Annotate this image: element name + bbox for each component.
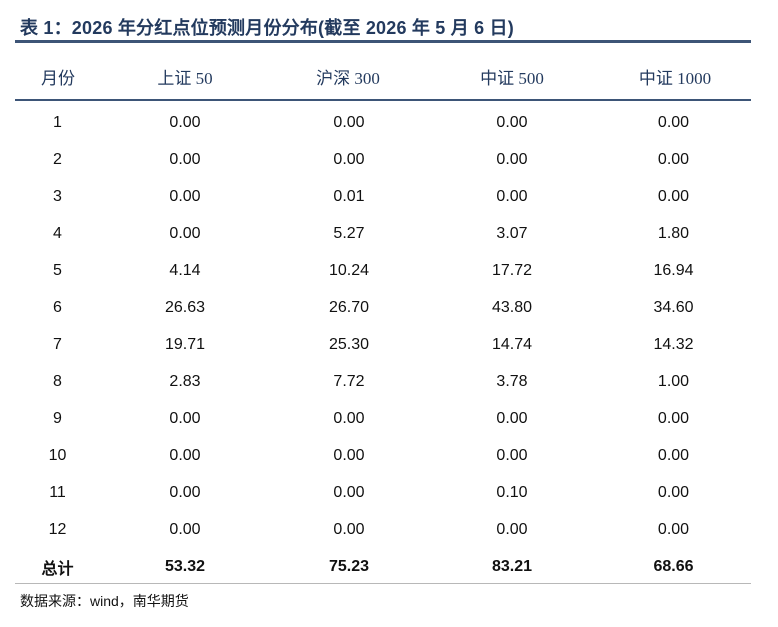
cell-csi1000: 0.00 bbox=[657, 483, 690, 501]
cell-csi500: 0.00 bbox=[496, 113, 528, 131]
bottom-rule bbox=[15, 583, 751, 584]
table-row: 4 0.00 5.27 3.07 1.80 bbox=[15, 215, 751, 252]
cell-csi300: 0.00 bbox=[333, 150, 365, 168]
cell-csi1000: 0.00 bbox=[657, 409, 690, 427]
cell-month: 6 bbox=[53, 298, 62, 316]
cell-csi300: 7.72 bbox=[333, 372, 365, 390]
cell-sse50: 4.14 bbox=[169, 261, 201, 279]
cell-month: 9 bbox=[53, 409, 62, 427]
total-month: 总计 bbox=[41, 560, 74, 578]
table-title: 表 1：2026 年分红点位预测月份分布(截至 2026 年 5 月 6 日) bbox=[20, 18, 514, 38]
table-row: 9 0.00 0.00 0.00 0.00 bbox=[15, 400, 751, 437]
total-csi500: 83.21 bbox=[491, 557, 533, 575]
cell-sse50: 0.00 bbox=[169, 187, 201, 205]
table-row: 2 0.00 0.00 0.00 0.00 bbox=[15, 141, 751, 178]
cell-csi500: 0.00 bbox=[496, 150, 528, 168]
header-rule bbox=[15, 99, 751, 101]
cell-month: 12 bbox=[48, 520, 67, 538]
cell-month: 1 bbox=[53, 113, 62, 131]
header-csi500: 中证 500 bbox=[480, 69, 544, 88]
cell-month: 3 bbox=[53, 187, 62, 205]
cell-sse50: 0.00 bbox=[169, 224, 201, 242]
cell-csi300: 0.00 bbox=[333, 446, 365, 464]
cell-csi1000: 1.80 bbox=[657, 224, 690, 242]
cell-csi300: 0.00 bbox=[333, 409, 365, 427]
cell-month: 4 bbox=[53, 224, 62, 242]
cell-sse50: 0.00 bbox=[169, 113, 201, 131]
top-rule bbox=[15, 40, 751, 43]
total-csi300: 75.23 bbox=[328, 557, 370, 575]
header-csi300: 沪深 300 bbox=[316, 69, 380, 88]
cell-sse50: 0.00 bbox=[169, 150, 201, 168]
cell-sse50: 0.00 bbox=[169, 409, 201, 427]
cell-csi500: 43.80 bbox=[491, 298, 533, 316]
table-row: 6 26.63 26.70 43.80 34.60 bbox=[15, 289, 751, 326]
cell-csi1000: 0.00 bbox=[657, 150, 690, 168]
cell-csi300: 26.70 bbox=[328, 298, 370, 316]
table-row: 3 0.00 0.01 0.00 0.00 bbox=[15, 178, 751, 215]
cell-month: 5 bbox=[53, 261, 62, 279]
cell-csi500: 0.10 bbox=[496, 483, 528, 501]
cell-sse50: 26.63 bbox=[164, 298, 206, 316]
cell-csi1000: 0.00 bbox=[657, 446, 690, 464]
header-month: 月份 bbox=[41, 69, 75, 88]
cell-sse50: 0.00 bbox=[169, 483, 201, 501]
cell-csi500: 3.07 bbox=[496, 224, 528, 242]
cell-csi300: 0.00 bbox=[333, 483, 365, 501]
cell-csi300: 0.01 bbox=[333, 187, 365, 205]
table-row: 8 2.83 7.72 3.78 1.00 bbox=[15, 363, 751, 400]
cell-sse50: 0.00 bbox=[169, 520, 201, 538]
table-row: 11 0.00 0.00 0.10 0.00 bbox=[15, 474, 751, 511]
cell-csi300: 0.00 bbox=[333, 520, 365, 538]
cell-sse50: 0.00 bbox=[169, 446, 201, 464]
table-row: 7 19.71 25.30 14.74 14.32 bbox=[15, 326, 751, 363]
cell-csi500: 0.00 bbox=[496, 520, 528, 538]
cell-month: 7 bbox=[53, 335, 62, 353]
cell-csi500: 14.74 bbox=[491, 335, 533, 353]
cell-csi1000: 0.00 bbox=[657, 187, 690, 205]
cell-csi1000: 14.32 bbox=[653, 335, 694, 353]
cell-sse50: 2.83 bbox=[169, 372, 201, 390]
total-csi1000: 68.66 bbox=[653, 557, 694, 575]
table-row: 10 0.00 0.00 0.00 0.00 bbox=[15, 437, 751, 474]
cell-month: 2 bbox=[53, 150, 62, 168]
cell-csi300: 0.00 bbox=[333, 113, 365, 131]
cell-csi500: 0.00 bbox=[496, 409, 528, 427]
header-csi1000: 中证 1000 bbox=[638, 69, 712, 88]
cell-csi500: 0.00 bbox=[496, 187, 528, 205]
cell-csi1000: 34.60 bbox=[653, 298, 694, 316]
table-row: 1 0.00 0.00 0.00 0.00 bbox=[15, 104, 751, 141]
cell-csi300: 25.30 bbox=[328, 335, 370, 353]
cell-month: 11 bbox=[49, 483, 66, 501]
source-note: 数据来源：wind，南华期货 bbox=[20, 593, 189, 609]
cell-csi300: 10.24 bbox=[328, 261, 370, 279]
cell-csi1000: 0.00 bbox=[657, 113, 690, 131]
cell-csi1000: 16.94 bbox=[653, 261, 694, 279]
cell-month: 10 bbox=[48, 446, 67, 464]
cell-csi500: 17.72 bbox=[491, 261, 533, 279]
table-row: 5 4.14 10.24 17.72 16.94 bbox=[15, 252, 751, 289]
table-row: 12 0.00 0.00 0.00 0.00 bbox=[15, 511, 751, 548]
total-row: 总计 53.32 75.23 83.21 68.66 bbox=[15, 548, 751, 585]
cell-month: 8 bbox=[53, 372, 62, 390]
cell-csi500: 3.78 bbox=[496, 372, 528, 390]
header-sse50: 上证 50 bbox=[157, 69, 213, 88]
dividend-table: 1 0.00 0.00 0.00 0.00 2 0.00 0.00 0.00 0.00 3 0.00 0… bbox=[15, 104, 751, 585]
cell-csi300: 5.27 bbox=[333, 224, 365, 242]
cell-csi1000: 1.00 bbox=[657, 372, 690, 390]
cell-csi1000: 0.00 bbox=[657, 520, 690, 538]
cell-csi500: 0.00 bbox=[496, 446, 528, 464]
total-sse50: 53.32 bbox=[164, 557, 206, 575]
cell-sse50: 19.71 bbox=[164, 335, 206, 353]
